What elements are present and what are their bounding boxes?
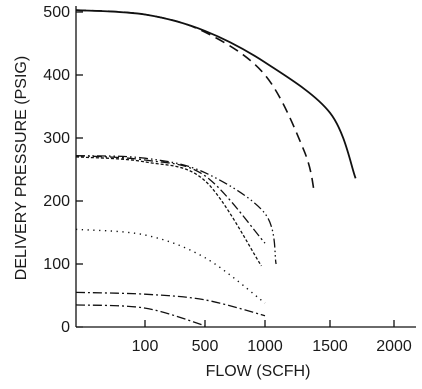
x-tick-label: 100 — [132, 338, 159, 355]
x-tick-label: 1000 — [247, 338, 283, 355]
series-line-1 — [75, 9, 357, 179]
x-tick-label: 500 — [192, 338, 219, 355]
series-layer — [75, 9, 357, 327]
y-tick-label: 300 — [43, 130, 70, 147]
x-ticks: 100 500 1000 1500 2000 — [132, 320, 412, 355]
series-line-8 — [75, 304, 206, 327]
x-axis-label: FLOW (SCFH) — [206, 363, 311, 380]
series-line-7 — [75, 291, 266, 317]
y-axis-label: DELIVERY PRESSURE (PSIG) — [13, 56, 30, 280]
series-line-3 — [75, 154, 277, 265]
y-tick-label: 500 — [43, 4, 70, 21]
series-line-2 — [75, 9, 316, 193]
x-tick-label: 2000 — [376, 338, 412, 355]
axes — [75, 6, 416, 328]
y-tick-label: 200 — [43, 193, 70, 210]
x-tick-label: 1500 — [312, 338, 348, 355]
series-line-5 — [75, 156, 262, 267]
y-tick-label: 400 — [43, 67, 70, 84]
series-line-4 — [75, 154, 266, 244]
series-line-6 — [75, 228, 266, 304]
y-tick-label: 100 — [43, 256, 70, 273]
y-ticks: 0 100 200 300 400 500 — [43, 4, 83, 336]
y-tick-label: 0 — [61, 319, 70, 336]
